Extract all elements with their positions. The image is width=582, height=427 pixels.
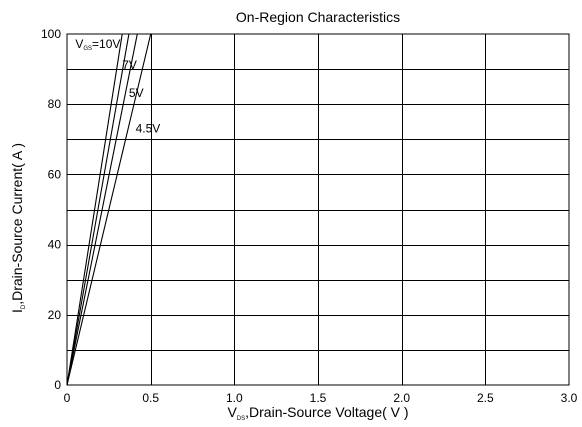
series-label-rest: =10V xyxy=(92,37,120,51)
series-line xyxy=(66,33,138,386)
y-tick-label: 60 xyxy=(48,167,62,181)
x-tick-label: 2.0 xyxy=(393,391,410,405)
series-label: VGS=10V xyxy=(75,37,120,52)
y-axis-label-main: I xyxy=(9,309,25,313)
series-line xyxy=(66,33,123,386)
series-label-main: V xyxy=(75,37,83,51)
y-axis-label: ID,Drain-Source Current( A ) xyxy=(9,143,27,313)
x-axis-label-rest: ,Drain-Source Voltage( V ) xyxy=(245,404,408,420)
chart-title: On-Region Characteristics xyxy=(236,9,400,25)
x-axis-label: VDS,Drain-Source Voltage( V ) xyxy=(227,404,408,422)
y-axis-label-rest: ,Drain-Source Current( A ) xyxy=(9,143,25,305)
series-label-sub: GS xyxy=(83,46,92,52)
y-tick-label: 0 xyxy=(54,378,61,392)
y-tick-labels: 0 20 40 60 80 100 xyxy=(41,27,61,392)
series-label-rest: 4.5V xyxy=(136,121,161,135)
x-axis-label-main: V xyxy=(227,404,237,420)
x-tick-label: 1.0 xyxy=(226,391,243,405)
x-tick-label: 1.5 xyxy=(310,391,327,405)
y-tick-label: 40 xyxy=(48,238,62,252)
y-axis-label-sub: D xyxy=(21,304,27,309)
x-tick-label: 0.5 xyxy=(142,391,159,405)
y-tick-label: 20 xyxy=(48,308,62,322)
y-tick-label: 100 xyxy=(41,27,61,41)
series-line xyxy=(66,33,130,386)
series-line xyxy=(66,33,152,386)
grid xyxy=(67,34,569,385)
y-tick-label: 80 xyxy=(48,97,62,111)
x-tick-label: 3.0 xyxy=(561,391,578,405)
plot-frame xyxy=(66,33,570,386)
series-label: 7V xyxy=(122,58,137,72)
x-tick-label: 2.5 xyxy=(477,391,494,405)
x-axis-label-sub: DS xyxy=(237,416,245,422)
x-tick-label: 0 xyxy=(64,391,71,405)
series-label-rest: 7V xyxy=(122,58,137,72)
x-tick-labels: 0 0.5 1.0 1.5 2.0 2.5 3.0 xyxy=(64,391,578,405)
series-label: 4.5V xyxy=(136,121,161,135)
